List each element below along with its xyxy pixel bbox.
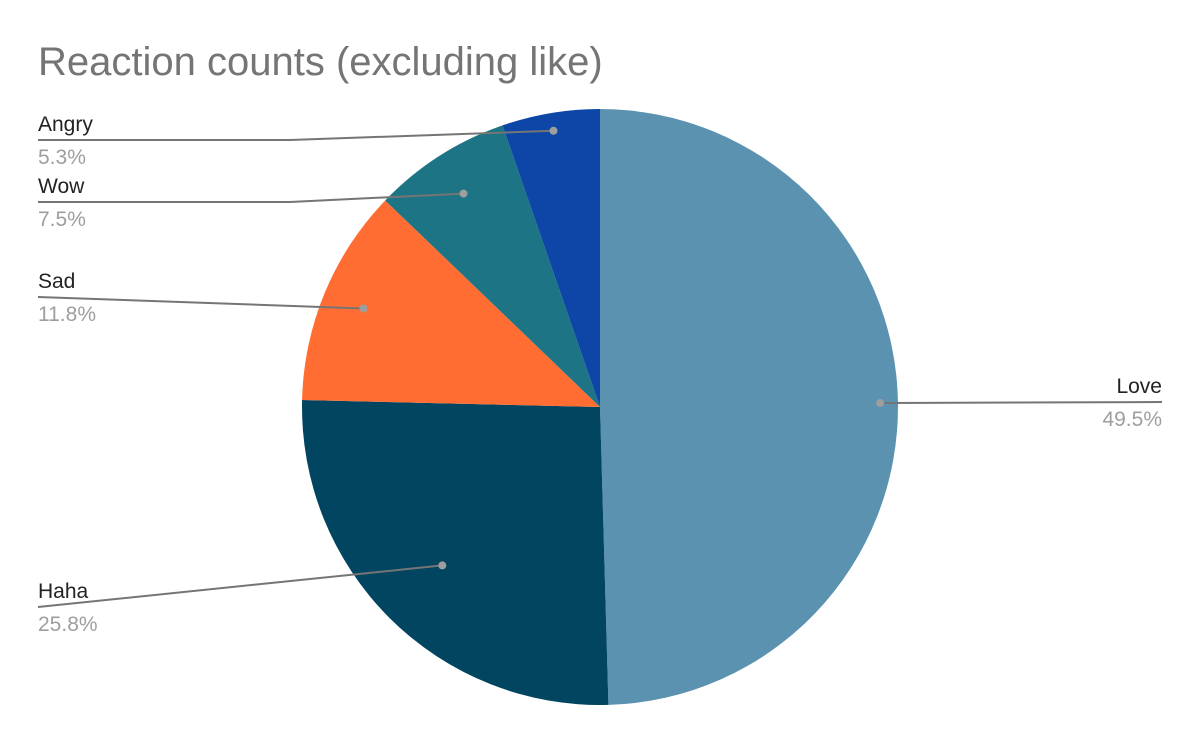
leader-dot-wow bbox=[459, 189, 468, 198]
slice-label-haha: Haha bbox=[38, 580, 89, 603]
slice-percent-haha: 25.8% bbox=[38, 613, 98, 636]
slices-layer bbox=[301, 109, 898, 705]
slice-percent-angry: 5.3% bbox=[38, 146, 86, 169]
slice-label-sad: Sad bbox=[38, 270, 75, 293]
leader-dot-haha bbox=[438, 561, 447, 570]
leader-dot-love bbox=[876, 399, 885, 407]
chart-title: Reaction counts (excluding like) bbox=[38, 40, 603, 84]
slice-percent-love: 49.5% bbox=[1102, 408, 1162, 431]
leader-line-angry bbox=[38, 129, 554, 141]
leader-line-wow bbox=[38, 192, 464, 203]
slice-label-angry: Angry bbox=[38, 113, 93, 136]
pie-slice-love bbox=[600, 109, 898, 705]
pie-slice-haha bbox=[301, 399, 609, 705]
labels-layer: Love 49.5% Haha 25.8% Sad 11.8% Wow 7.5% Angry 5.… bbox=[37, 113, 1163, 636]
leader-dot-angry bbox=[549, 126, 558, 135]
leader-line-sad bbox=[37, 296, 364, 310]
slice-label-wow: Wow bbox=[38, 175, 85, 198]
leader-line-love bbox=[880, 401, 1163, 404]
pie-slice-angry bbox=[502, 109, 600, 407]
pie-slice-sad bbox=[302, 200, 600, 407]
leader-line-haha bbox=[37, 564, 443, 608]
pie-slice-wow bbox=[385, 125, 600, 408]
slice-label-love: Love bbox=[1116, 375, 1162, 398]
slice-percent-wow: 7.5% bbox=[38, 208, 86, 231]
leader-dot-sad bbox=[359, 304, 368, 313]
slice-percent-sad: 11.8% bbox=[38, 303, 96, 326]
